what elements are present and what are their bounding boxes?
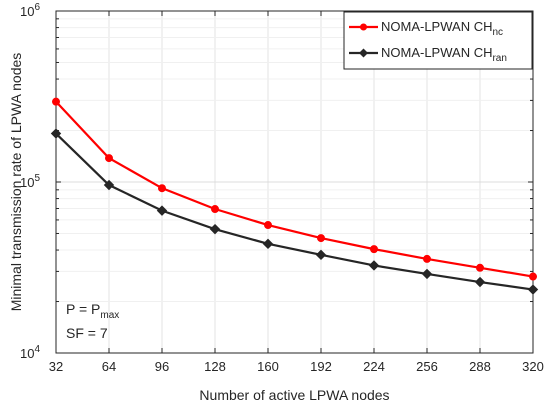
x-tick-label: 64 — [102, 359, 116, 374]
annotation-text: P = Pmax — [66, 301, 119, 321]
data-point — [156, 205, 168, 216]
legend-marker — [360, 23, 367, 31]
annotation-sub: max — [100, 310, 119, 321]
legend-label: NOMA-LPWAN CHnc — [381, 19, 503, 38]
x-axis-label: Number of active LPWA nodes — [199, 387, 389, 403]
x-tick-label: 128 — [204, 359, 226, 374]
x-axis: 32 64 96 128 160 192 224 256 288 320 — [49, 11, 544, 374]
legend-marker — [359, 48, 368, 58]
x-tick-label: 32 — [49, 359, 63, 374]
legend-box — [343, 11, 533, 70]
data-point — [158, 184, 166, 193]
x-tick-label: 96 — [155, 359, 169, 374]
data-point — [52, 97, 60, 106]
data-point — [423, 254, 431, 263]
data-point — [262, 238, 274, 250]
legend-label-main: NOMA-LPWAN CH — [381, 45, 492, 60]
y-tick-exponent: 5 — [34, 173, 40, 184]
x-tick-label: 256 — [416, 359, 438, 374]
y-tick-exponent: 6 — [34, 2, 40, 13]
data-point — [211, 205, 219, 214]
series-group — [50, 97, 539, 295]
y-tick-base: 10 — [20, 346, 34, 361]
data-point — [474, 276, 486, 288]
legend-label-main: NOMA-LPWAN CH — [381, 19, 492, 34]
data-point — [421, 268, 433, 280]
annotations: P = Pmax SF = 7 — [66, 301, 119, 341]
legend-label: NOMA-LPWAN CHran — [381, 45, 507, 64]
y-axis-label: Minimal transmission rate of LPWA nodes — [8, 53, 24, 312]
annotation-main: P = P — [66, 301, 100, 317]
data-point — [317, 234, 325, 243]
series-ran — [50, 128, 539, 295]
legend-label-sub: ran — [492, 53, 506, 64]
y-tick-label: 106 — [20, 2, 40, 19]
y-tick-base: 10 — [20, 175, 34, 190]
x-tick-label: 320 — [522, 359, 544, 374]
x-tick-label: 288 — [469, 359, 491, 374]
data-point — [529, 272, 537, 281]
x-tick-label: 192 — [310, 359, 332, 374]
annotation-text: SF = 7 — [66, 325, 108, 341]
x-tick-label: 224 — [363, 359, 385, 374]
series-line — [55, 100, 534, 278]
data-point — [315, 249, 327, 261]
data-point — [103, 179, 115, 191]
data-point — [50, 128, 62, 139]
y-tick-exponent: 4 — [34, 344, 40, 355]
series-line — [55, 132, 534, 291]
y-tick-label: 104 — [20, 344, 40, 361]
legend-label-sub: nc — [492, 27, 503, 38]
y-tick-base: 10 — [20, 4, 34, 19]
series-nc — [52, 97, 537, 281]
data-point — [476, 263, 484, 272]
data-point — [105, 154, 113, 163]
y-tick-label: 105 — [20, 173, 40, 190]
data-point — [370, 245, 378, 254]
data-point — [527, 284, 539, 295]
x-tick-label: 160 — [257, 359, 279, 374]
data-point — [368, 260, 380, 271]
data-point — [209, 223, 221, 235]
data-point — [264, 221, 272, 230]
annotation-main: SF = 7 — [66, 325, 108, 341]
